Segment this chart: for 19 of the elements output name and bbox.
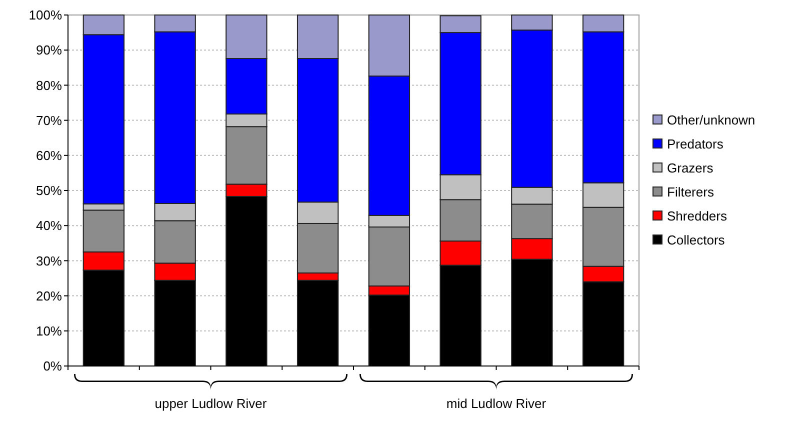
y-tick-label: 20% xyxy=(36,288,62,304)
text: upper Ludlow River xyxy=(154,396,268,411)
y-tick-label: 10% xyxy=(36,323,62,338)
legend-label: Grazers xyxy=(667,160,714,176)
y-tick-label: 70% xyxy=(36,112,62,128)
legend-label: Shredders xyxy=(667,208,728,224)
y-tick-label: 90% xyxy=(36,42,62,58)
y-tick-label: 100% xyxy=(28,8,62,23)
y-tick-label: 60% xyxy=(36,148,62,163)
legend-label: Predators xyxy=(667,136,724,152)
y-tick-label: 50% xyxy=(36,183,62,198)
legend-label: Filterers xyxy=(667,184,714,200)
legend-label: Collectors xyxy=(667,232,726,248)
text: mid Ludlow River xyxy=(446,396,547,411)
legend-label: Other/unknown xyxy=(667,112,756,128)
y-tick-label: 80% xyxy=(36,78,62,93)
y-tick-label: 0% xyxy=(43,358,62,374)
y-tick-label: 40% xyxy=(36,218,62,234)
y-tick-label: 30% xyxy=(36,253,62,268)
